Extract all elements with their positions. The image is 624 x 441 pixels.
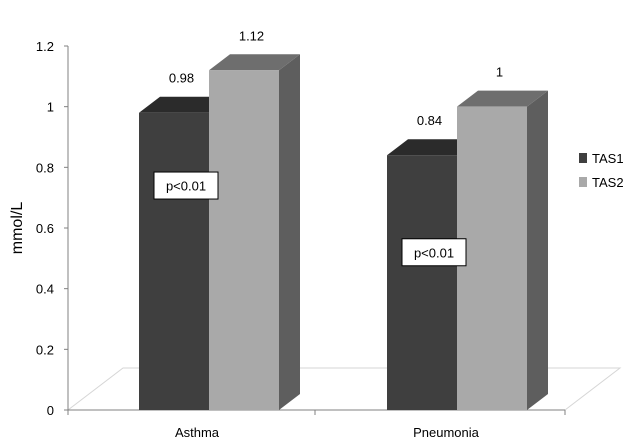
bar-top-face — [209, 54, 300, 71]
bar-front-face — [139, 112, 209, 410]
bar-tas2-pneumonia — [457, 90, 548, 411]
y-tick-label: 0 — [47, 403, 54, 418]
legend-label: TAS1 — [592, 151, 624, 166]
bar-tas2-asthma — [209, 54, 300, 411]
bar-front-face — [387, 155, 457, 410]
data-label: 1 — [496, 65, 503, 80]
annotation-box — [401, 238, 467, 267]
y-tick-label: 0.8 — [36, 160, 54, 175]
legend-item-tas1: TAS1 — [579, 151, 624, 166]
bar-top-face — [139, 96, 230, 113]
bar-side-face — [279, 54, 300, 411]
x-category-label: Asthma — [175, 425, 220, 440]
data-label: 1.12 — [239, 28, 264, 43]
p-value-annotation: p<0.01 — [153, 171, 219, 200]
annotation-box — [153, 171, 219, 200]
y-tick-label: 0.2 — [36, 342, 54, 357]
y-tick-label: 0.6 — [36, 221, 54, 236]
legend-swatch — [579, 177, 587, 187]
y-tick-label: 1.2 — [36, 39, 54, 54]
annotation-text: p<0.01 — [414, 245, 454, 260]
legend-item-tas2: TAS2 — [579, 175, 624, 190]
annotation-text: p<0.01 — [166, 179, 206, 194]
x-category-label: Pneumonia — [413, 425, 480, 440]
y-axis-title: mmol/L — [9, 202, 26, 255]
data-label: 0.84 — [417, 113, 442, 128]
p-value-annotation: p<0.01 — [401, 238, 467, 267]
bar-top-face — [457, 90, 548, 107]
bar-side-face — [527, 90, 548, 411]
bar-front-face — [209, 70, 279, 411]
bar-front-face — [457, 106, 527, 411]
y-tick-label: 0.4 — [36, 282, 54, 297]
data-label: 0.98 — [169, 71, 194, 86]
legend-swatch — [579, 153, 587, 163]
y-tick-label: 1 — [47, 100, 54, 115]
bar-top-face — [387, 139, 478, 156]
legend-label: TAS2 — [592, 175, 624, 190]
